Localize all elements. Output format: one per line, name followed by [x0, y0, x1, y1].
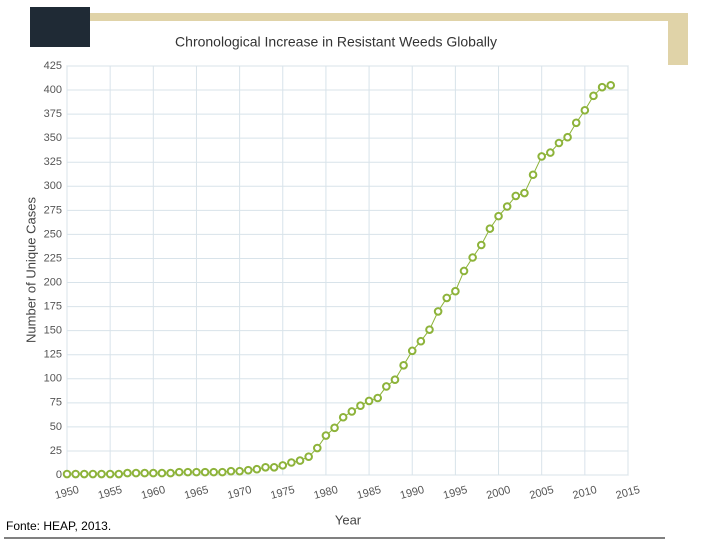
y-tick-label: 375	[44, 108, 62, 120]
data-point	[356, 401, 365, 411]
logo	[30, 7, 90, 47]
data-point	[200, 467, 210, 477]
chart-title: Chronological Increase in Resistant Weed…	[175, 34, 497, 50]
data-point	[528, 170, 538, 180]
data-point	[218, 467, 227, 477]
data-point	[62, 469, 72, 479]
data-point	[192, 467, 201, 477]
data-point	[416, 336, 426, 346]
data-point	[451, 286, 460, 296]
y-tick-label: 175	[44, 300, 62, 312]
series-line	[67, 84, 611, 475]
data-point	[382, 382, 391, 391]
data-point	[494, 211, 503, 221]
data-point	[390, 375, 400, 385]
y-tick-label: 250	[44, 228, 62, 240]
data-point	[563, 132, 572, 142]
data-point	[485, 224, 495, 233]
data-point	[174, 467, 184, 477]
data-point	[88, 469, 98, 479]
data-point	[580, 105, 590, 115]
data-point	[364, 396, 374, 406]
data-point	[166, 468, 175, 478]
data-point	[399, 360, 408, 370]
data-point	[235, 466, 244, 476]
source: Fonte: HEAP, 2013.	[6, 519, 111, 533]
y-tick-label: 75	[50, 397, 62, 409]
data-point	[252, 464, 262, 474]
data-point	[304, 452, 313, 462]
data-point	[131, 468, 141, 478]
banner-side	[668, 13, 688, 65]
data-point	[287, 458, 296, 467]
data-point	[278, 461, 288, 470]
y-tick-label: 0	[56, 469, 62, 481]
banner	[90, 13, 688, 21]
data-point	[597, 82, 607, 92]
x-axis-label: Year	[335, 512, 362, 527]
data-point	[425, 325, 434, 334]
y-tick-label: 300	[44, 180, 62, 192]
data-point	[79, 469, 89, 479]
data-point	[157, 468, 167, 478]
y-tick-label: 325	[44, 156, 62, 168]
data-point	[226, 466, 236, 476]
data-point	[243, 465, 253, 475]
y-tick-label: 25	[50, 445, 62, 457]
data-point	[149, 468, 158, 478]
data-point	[537, 152, 546, 161]
data-point	[589, 91, 598, 101]
data-point	[502, 202, 512, 211]
data-point	[140, 468, 149, 478]
y-tick-label: 200	[44, 276, 62, 288]
data-point	[476, 240, 486, 250]
data-point	[71, 469, 80, 479]
data-point	[347, 407, 357, 416]
data-point	[321, 431, 331, 440]
y-tick-label: 275	[44, 204, 62, 216]
data-point	[571, 118, 581, 128]
data-point	[468, 253, 477, 262]
data-point	[209, 467, 219, 477]
plot-area	[66, 65, 629, 476]
data-point	[606, 80, 616, 90]
data-point	[459, 266, 469, 276]
data-point	[183, 467, 193, 477]
y-tick-label: 50	[50, 421, 62, 433]
y-tick-label: 150	[44, 325, 62, 337]
data-point	[123, 468, 132, 478]
data-point	[97, 469, 106, 479]
data-point	[554, 138, 564, 148]
data-point	[312, 443, 322, 453]
data-point	[433, 307, 443, 316]
data-point	[442, 293, 452, 303]
y-tick-label: 100	[44, 373, 62, 385]
data-point	[105, 469, 115, 479]
data-point	[546, 148, 555, 157]
data-point	[338, 412, 348, 422]
y-axis-label: Number of Unique Cases	[23, 197, 38, 343]
data-point	[330, 423, 339, 433]
data-point	[373, 393, 383, 403]
y-tick-label: 225	[44, 252, 62, 264]
data-point	[261, 463, 270, 472]
data-point	[114, 469, 124, 479]
data-point	[520, 188, 529, 198]
y-tick-label: 125	[44, 349, 62, 361]
y-tick-label: 425	[44, 60, 62, 72]
data-point	[511, 191, 521, 201]
data-point	[269, 463, 279, 472]
data-point	[295, 456, 305, 465]
y-tick-label: 400	[44, 84, 62, 96]
y-tick-label: 350	[44, 132, 62, 144]
data-point	[407, 346, 417, 356]
